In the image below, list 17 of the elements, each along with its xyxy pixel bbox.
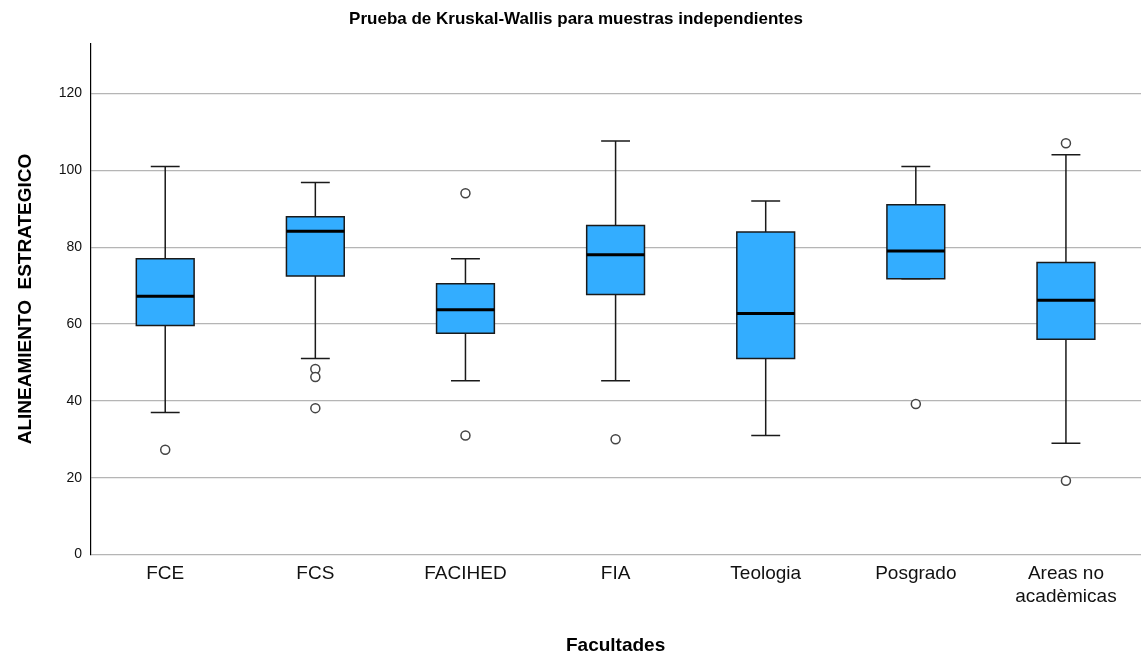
y-tick-label: 20 [66, 468, 83, 485]
x-tick-label: FCS [296, 562, 335, 584]
x-tick-label: FACIHED [424, 562, 507, 584]
x-tick-label: Posgrado [875, 562, 957, 584]
y-axis-title: ALINEAMIENTO ESTRATEGICO [13, 153, 35, 445]
x-axis-title: Facultades [565, 633, 666, 655]
y-tick-label: 0 [74, 545, 83, 562]
y-tick-label: 100 [58, 161, 83, 178]
y-tick-label: 80 [66, 237, 83, 254]
y-tick-label: 120 [58, 84, 83, 101]
x-tick-label: FCE [146, 562, 185, 584]
y-tick-label: 60 [66, 314, 83, 331]
x-tick-label: Teologia [730, 562, 802, 584]
chart-title: Prueba de Kruskal-Wallis para muestras independientes [349, 8, 803, 28]
x-tick-label: FIA [600, 562, 631, 584]
x-tick-label: Areas no acadèmicas [1015, 562, 1117, 607]
y-tick-label: 40 [66, 391, 83, 408]
